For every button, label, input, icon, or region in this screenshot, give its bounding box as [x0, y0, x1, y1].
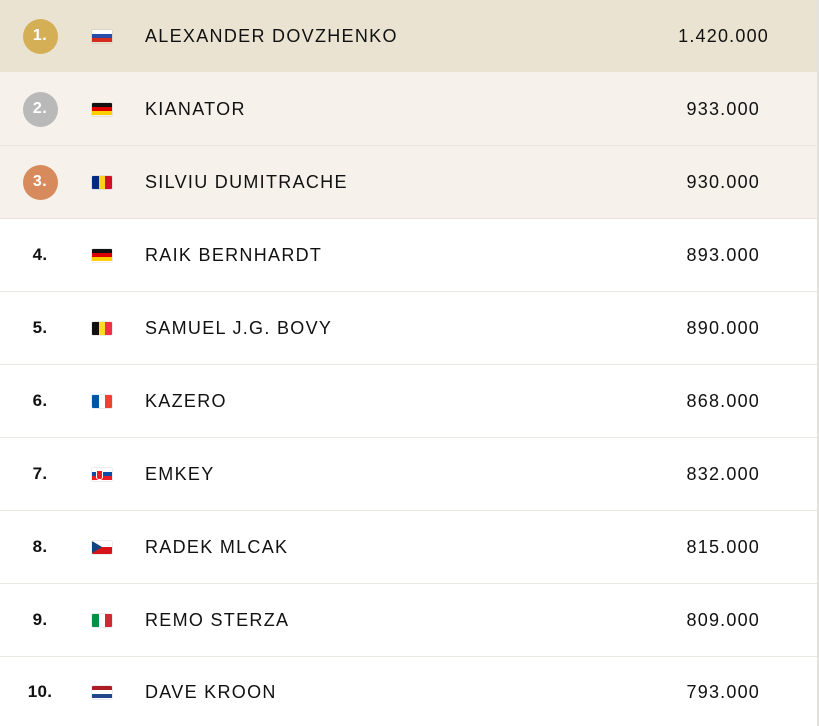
rank-cell: 8. — [0, 537, 80, 557]
leaderboard-row[interactable]: 9. REMO STERZA 809.000 — [0, 584, 817, 657]
germany-flag-icon — [92, 102, 112, 116]
slovakia-flag-icon — [92, 467, 112, 481]
player-name: EMKEY — [145, 463, 215, 484]
flag-cell — [80, 467, 145, 481]
player-score: 930.000 — [686, 171, 760, 192]
leaderboard-row[interactable]: 2. KIANATOR 933.000 — [0, 73, 817, 146]
player-score: 815.000 — [686, 536, 760, 557]
flag-cell — [80, 175, 145, 189]
player-score: 893.000 — [686, 244, 760, 265]
rank-cell: 4. — [0, 245, 80, 265]
rank-number: 4. — [32, 245, 48, 264]
player-score: 793.000 — [686, 681, 760, 702]
player-name: KIANATOR — [145, 98, 246, 119]
player-score: 933.000 — [686, 98, 760, 119]
silver-medal-badge: 2. — [22, 91, 58, 127]
russia-flag-icon — [92, 29, 112, 43]
leaderboard-row[interactable]: 5. SAMUEL J.G. BOVY 890.000 — [0, 292, 817, 365]
rank-cell: 9. — [0, 610, 80, 630]
leaderboard-row[interactable]: 6. KAZERO 868.000 — [0, 365, 817, 438]
czechia-flag-icon — [92, 540, 112, 554]
france-flag-icon — [92, 394, 112, 408]
flag-cell — [80, 394, 145, 408]
player-score: 1.420.000 — [678, 25, 769, 46]
player-name: RADEK MLCAK — [145, 536, 289, 557]
flag-cell — [80, 29, 145, 43]
player-name: KAZERO — [145, 390, 227, 411]
rank-number: 6. — [32, 391, 48, 410]
flag-cell — [80, 613, 145, 627]
player-name: DAVE KROON — [145, 681, 277, 702]
player-name: SAMUEL J.G. BOVY — [145, 317, 333, 338]
rank-number: 7. — [32, 464, 48, 483]
rank-cell: 3. — [0, 164, 80, 200]
rank-cell: 6. — [0, 391, 80, 411]
rank-number: 5. — [32, 318, 48, 337]
leaderboard-row[interactable]: 10. DAVE KROON 793.000 — [0, 657, 817, 726]
leaderboard-row[interactable]: 8. RADEK MLCAK 815.000 — [0, 511, 817, 584]
gold-medal-badge: 1. — [22, 18, 58, 54]
italy-flag-icon — [92, 613, 112, 627]
belgium-flag-icon — [92, 321, 112, 335]
leaderboard-row[interactable]: 7. EMKEY 832.000 — [0, 438, 817, 511]
flag-cell — [80, 102, 145, 116]
romania-flag-icon — [92, 175, 112, 189]
player-score: 868.000 — [686, 390, 760, 411]
rank-cell: 5. — [0, 318, 80, 338]
bronze-medal-badge: 3. — [22, 164, 58, 200]
rank-number: 8. — [32, 537, 48, 556]
flag-cell — [80, 248, 145, 262]
player-score: 890.000 — [686, 317, 760, 338]
player-name: SILVIU DUMITRACHE — [145, 171, 348, 192]
rank-cell: 7. — [0, 464, 80, 484]
leaderboard-row[interactable]: 3. SILVIU DUMITRACHE 930.000 — [0, 146, 817, 219]
rank-number: 9. — [32, 610, 48, 629]
player-name: REMO STERZA — [145, 609, 290, 630]
flag-cell — [80, 321, 145, 335]
flag-cell — [80, 685, 145, 699]
germany-flag-icon — [92, 248, 112, 262]
leaderboard-row[interactable]: 1. ALEXANDER DOVZHENKO 1.420.000 — [0, 0, 817, 73]
player-score: 809.000 — [686, 609, 760, 630]
player-name: ALEXANDER DOVZHENKO — [145, 25, 398, 46]
rank-number: 10. — [27, 682, 53, 701]
leaderboard-row[interactable]: 4. RAIK BERNHARDT 893.000 — [0, 219, 817, 292]
player-name: RAIK BERNHARDT — [145, 244, 323, 265]
player-score: 832.000 — [686, 463, 760, 484]
rank-cell: 2. — [0, 91, 80, 127]
rank-cell: 10. — [0, 682, 80, 702]
rank-cell: 1. — [0, 18, 80, 54]
netherlands-flag-icon — [92, 685, 112, 699]
flag-cell — [80, 540, 145, 554]
